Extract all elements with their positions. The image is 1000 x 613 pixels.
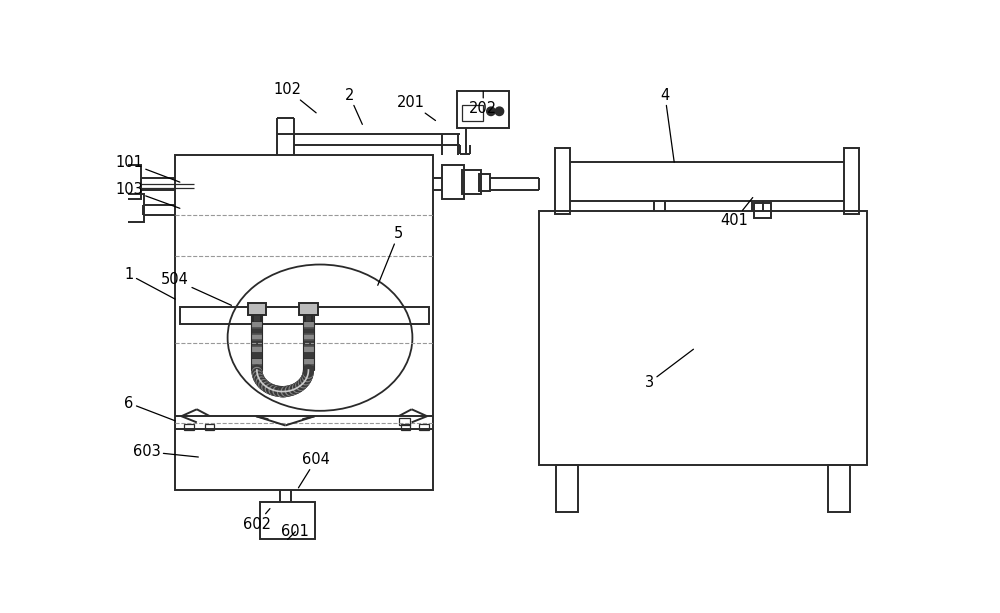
Text: 603: 603	[133, 444, 198, 459]
Bar	[844, 148, 859, 215]
Bar	[251, 365, 262, 370]
Bar	[260, 503, 315, 539]
Bar	[120, 165, 141, 199]
Bar	[828, 465, 850, 512]
Bar	[303, 359, 314, 364]
Circle shape	[487, 107, 495, 115]
Text: 202: 202	[469, 91, 497, 116]
Bar	[401, 424, 410, 430]
Bar	[303, 327, 314, 333]
Circle shape	[495, 107, 504, 115]
Text: 604: 604	[298, 452, 330, 488]
Bar	[251, 346, 262, 351]
Text: 103: 103	[115, 182, 180, 208]
Bar	[98, 202, 108, 215]
Text: 1: 1	[124, 267, 175, 299]
Bar	[556, 465, 578, 512]
Text: 401: 401	[720, 197, 753, 228]
Bar	[303, 321, 314, 327]
Bar	[251, 334, 262, 339]
Bar	[184, 424, 194, 430]
Bar	[299, 303, 318, 314]
Bar	[479, 173, 490, 191]
Text: 601: 601	[281, 524, 309, 539]
Text: 4: 4	[660, 88, 674, 162]
Bar	[102, 170, 121, 194]
Bar	[123, 194, 144, 222]
Bar	[303, 315, 314, 321]
Bar	[175, 155, 433, 490]
Bar	[251, 359, 262, 364]
Bar	[303, 352, 314, 358]
Bar	[251, 321, 262, 327]
Text: 6: 6	[124, 395, 175, 421]
Text: 101: 101	[115, 155, 180, 182]
Bar	[303, 365, 314, 370]
Bar	[457, 91, 509, 128]
Bar	[251, 315, 262, 321]
Text: 504: 504	[161, 272, 231, 305]
Bar	[555, 148, 570, 215]
Text: 3: 3	[645, 349, 693, 390]
Text: 201: 201	[397, 95, 436, 121]
Text: 102: 102	[274, 82, 316, 113]
Bar	[754, 203, 771, 218]
Text: 2: 2	[345, 88, 362, 124]
Bar	[303, 334, 314, 339]
Bar	[303, 346, 314, 351]
Bar	[251, 340, 262, 345]
Bar	[180, 307, 429, 324]
Bar	[205, 424, 214, 430]
Bar	[251, 352, 262, 358]
Bar	[419, 424, 429, 430]
Bar	[442, 165, 464, 199]
Bar	[251, 327, 262, 333]
Bar	[107, 198, 124, 218]
Bar	[399, 417, 410, 425]
Bar	[303, 340, 314, 345]
Bar	[248, 303, 266, 314]
Bar	[462, 170, 481, 194]
Bar	[92, 173, 103, 191]
Bar	[462, 105, 483, 121]
Bar	[539, 211, 867, 465]
Text: 5: 5	[378, 226, 403, 285]
Text: 602: 602	[243, 509, 271, 531]
